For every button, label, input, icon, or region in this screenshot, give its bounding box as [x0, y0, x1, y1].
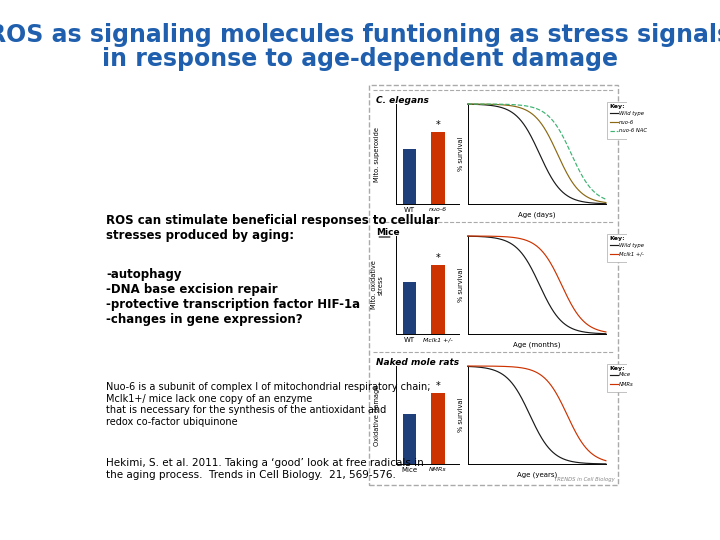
Text: Key:: Key: — [610, 366, 626, 371]
Text: *: * — [436, 253, 441, 263]
Text: nuo-6 NAC: nuo-6 NAC — [619, 129, 647, 133]
Text: Key:: Key: — [610, 236, 626, 241]
Bar — [431, 393, 445, 464]
Text: in response to age-dependent damage: in response to age-dependent damage — [102, 47, 618, 71]
Text: Naked mole rats: Naked mole rats — [377, 358, 459, 367]
Text: ROS can stimulate beneficial responses to cellular
stresses produced by aging:: ROS can stimulate beneficial responses t… — [106, 214, 440, 242]
Text: Mclk1 +/-: Mclk1 +/- — [619, 252, 644, 256]
Bar — [403, 282, 416, 334]
Text: C. elegans: C. elegans — [377, 96, 429, 105]
Bar — [403, 150, 416, 204]
Bar — [431, 132, 445, 204]
Text: Age (years): Age (years) — [517, 471, 557, 477]
Text: Mito. superoxide: Mito. superoxide — [374, 126, 380, 181]
Text: *: * — [436, 381, 441, 391]
Text: NMRs: NMRs — [429, 467, 447, 472]
Text: Mice: Mice — [377, 228, 400, 237]
Bar — [431, 265, 445, 334]
Text: % survival: % survival — [458, 137, 464, 171]
Text: NMRs: NMRs — [619, 381, 634, 387]
Text: Key:: Key: — [610, 104, 626, 109]
Text: % survival: % survival — [458, 268, 464, 302]
FancyBboxPatch shape — [369, 85, 618, 485]
Bar — [608, 234, 650, 262]
Text: Mclk1 +/-: Mclk1 +/- — [423, 337, 453, 342]
Bar — [608, 364, 650, 392]
Text: Age (days): Age (days) — [518, 211, 556, 218]
Text: WT: WT — [404, 207, 415, 213]
Text: Wild type: Wild type — [619, 242, 644, 247]
Text: % survival: % survival — [458, 398, 464, 432]
Text: Age (months): Age (months) — [513, 341, 561, 348]
Text: Wild type: Wild type — [619, 111, 644, 116]
Text: -autophagy
-DNA base excision repair
-protective transcription factor HIF-1a
-ch: -autophagy -DNA base excision repair -pr… — [106, 268, 360, 326]
Text: Nuo-6 is a subunit of complex I of mitochondrial respiratory chain;
Mclk1+/ mice: Nuo-6 is a subunit of complex I of mitoc… — [106, 382, 431, 427]
Bar — [403, 414, 416, 464]
Text: Mice: Mice — [402, 467, 418, 473]
Text: Oxidative damage: Oxidative damage — [374, 384, 380, 445]
Bar — [608, 102, 650, 139]
Text: Mito. oxidative
stress: Mito. oxidative stress — [371, 261, 384, 309]
Text: *: * — [436, 120, 441, 130]
Text: TRENDS in Cell Biology: TRENDS in Cell Biology — [554, 477, 615, 482]
Text: ROS as signaling molecules funtioning as stress signals: ROS as signaling molecules funtioning as… — [0, 23, 720, 47]
Text: Hekimi, S. et al. 2011. Taking a ‘good’ look at free radicals in
the aging proce: Hekimi, S. et al. 2011. Taking a ‘good’ … — [106, 458, 423, 480]
Text: Mice: Mice — [619, 373, 631, 377]
Text: nuo-6: nuo-6 — [429, 207, 447, 212]
Text: nuo-6: nuo-6 — [619, 119, 634, 125]
Text: WT: WT — [404, 337, 415, 343]
